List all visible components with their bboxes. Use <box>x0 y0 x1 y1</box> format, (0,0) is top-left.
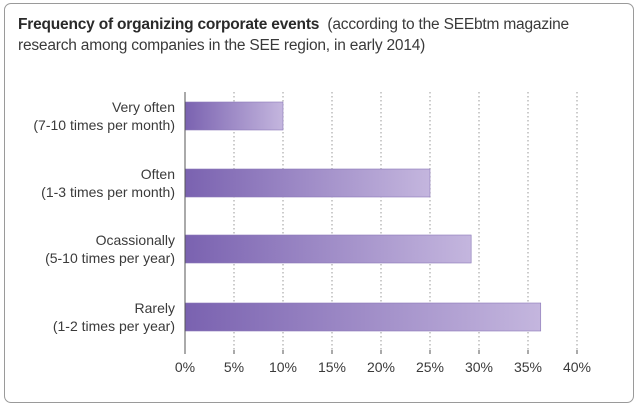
x-tick-label: 15% <box>318 359 346 375</box>
x-tick-label: 35% <box>514 359 542 375</box>
category-label-line: (1-2 times per year) <box>53 318 175 334</box>
x-tick-label: 20% <box>367 359 395 375</box>
category-label-line: Very often <box>112 99 175 115</box>
chart-subtitle: (according to the SEEbtm magazine resear… <box>18 16 569 54</box>
bar <box>184 101 284 131</box>
bar <box>184 302 542 332</box>
bar-layer <box>184 101 542 332</box>
category-label: Ocassionally (5-10 times per year) <box>45 232 175 266</box>
x-tick-label: 5% <box>224 359 244 375</box>
category-label-line: Ocassionally <box>96 232 175 248</box>
category-label-line: (5-10 times per year) <box>45 250 175 266</box>
category-label: Often (1-3 times per month) <box>41 166 175 200</box>
bar <box>184 168 431 198</box>
category-label: Very often (7-10 times per month) <box>33 99 175 133</box>
chart-title: Frequency of organizing corporate events <box>18 16 320 33</box>
category-label-line: (7-10 times per month) <box>33 117 175 133</box>
x-tick-label: 0% <box>175 359 195 375</box>
grid-layer <box>233 92 578 350</box>
category-label-line: (1-3 times per month) <box>41 184 175 200</box>
tick-label-layer: 0% 5% 10% 15% 20% 25% 30% 35% 40% <box>175 350 591 375</box>
category-label: Rarely (1-2 times per year) <box>53 300 175 334</box>
x-tick-label: 40% <box>563 359 591 375</box>
x-tick-label: 30% <box>465 359 493 375</box>
chart-frame <box>4 3 634 403</box>
bar <box>184 234 472 264</box>
chart-title-block: Frequency of organizing corporate events… <box>18 14 618 56</box>
category-label-line: Rarely <box>135 300 175 316</box>
category-label-line: Often <box>141 166 175 182</box>
category-label-layer: Very often (7-10 times per month) Often (1-… <box>33 99 175 334</box>
x-tick-label: 10% <box>269 359 297 375</box>
x-tick-label: 25% <box>416 359 444 375</box>
